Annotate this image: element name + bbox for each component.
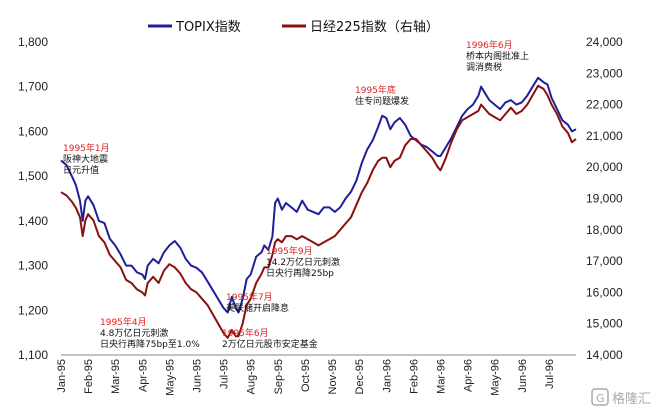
x-tick-label: May-96: [490, 359, 502, 396]
annotation-date: 1995年7月: [226, 291, 273, 303]
y-right-tick-label: 15,000: [586, 317, 623, 331]
annotation-date: 1995年4月: [100, 316, 147, 328]
x-tick-label: Jan-95: [56, 359, 68, 393]
y-right-tick-label: 24,000: [586, 35, 623, 49]
annotation-text: 4.8万亿日元刺激: [100, 327, 168, 339]
watermark-text: 格隆汇: [612, 391, 651, 407]
y-right-tick-label: 14,000: [586, 348, 623, 362]
x-tick-label: Feb-96: [408, 359, 420, 394]
annotation-text: 14.2万亿日元刺激: [266, 256, 340, 268]
y-left-tick-label: 1,200: [18, 303, 48, 317]
annotation-date: 1995年底: [355, 84, 396, 96]
x-tick-label: Sep-95: [273, 359, 285, 394]
annotation-text: 调消费税: [466, 61, 502, 73]
watermark: G 格隆汇: [591, 388, 651, 407]
annotation-text: 日央行再降25bp: [266, 267, 334, 279]
annotation-date: 1995年1月: [63, 142, 110, 154]
x-tick-label: Nov-95: [327, 359, 339, 394]
y-right-tick-label: 21,000: [586, 129, 623, 143]
x-tick-label: Jul-96: [544, 359, 556, 389]
x-tick-label: Jun-95: [192, 359, 204, 393]
y-left-tick-label: 1,700: [18, 80, 48, 94]
x-tick-label: Jul-95: [219, 359, 231, 389]
y-right-tick-label: 22,000: [586, 98, 623, 112]
y-left-tick-label: 1,300: [18, 259, 48, 273]
series-layer: [60, 76, 577, 339]
series-line-nikkei: [60, 84, 577, 339]
y-left-tick-label: 1,400: [18, 214, 48, 228]
annotation-text: 日央行再降75bp至1.0%: [100, 338, 200, 350]
gelonghui-logo-icon: [591, 388, 609, 406]
x-tick-label: Mar-96: [435, 359, 447, 394]
annotation-date: 1995年9月: [266, 245, 313, 257]
series-line-topix: [60, 76, 577, 314]
annotation-text: 2万亿日元股市安定基金: [222, 338, 318, 350]
gelonghui-logo-glyph: G: [596, 392, 605, 405]
annotation-date: 1996年6月: [466, 39, 513, 51]
y-right-tick-label: 16,000: [586, 285, 623, 299]
x-tick-label: Dec-95: [354, 359, 366, 394]
x-tick-label: Jun-96: [517, 359, 529, 393]
y-left-tick-label: 1,100: [18, 348, 48, 362]
x-tick-label: Aug-95: [246, 359, 258, 394]
legend: TOPIX指数 日经225指数（右轴）: [148, 20, 439, 35]
x-tick-label: Apr-95: [137, 359, 149, 392]
y-left-tick-label: 1,600: [18, 124, 48, 138]
legend-label-nikkei: 日经225指数（右轴）: [310, 20, 439, 35]
annotation-date: 1995年6月: [222, 327, 269, 339]
annotation-text: 桥本内阁批准上: [466, 50, 529, 62]
y-left-tick-label: 1,800: [18, 35, 48, 49]
x-tick-label: May-95: [164, 359, 176, 396]
y-right-tick-label: 23,000: [586, 66, 623, 80]
annotation-text: 住专问题爆发: [355, 95, 409, 107]
annotation-text: 日元升值: [63, 164, 99, 176]
x-tick-label: Jan-96: [381, 359, 393, 393]
y-left-tick-label: 1,500: [18, 169, 48, 183]
right-axis: 14,000 15,000 16,000 17,000 18,000 19,000 20,0…: [586, 35, 623, 362]
y-right-tick-label: 20,000: [586, 160, 623, 174]
y-right-tick-label: 18,000: [586, 223, 623, 237]
x-tick-label: Oct-95: [300, 359, 312, 392]
annotation-text: 美联储开启降息: [226, 302, 289, 314]
left-axis: 1,100 1,200 1,300 1,400 1,500 1,600 1,700 1,800: [18, 35, 48, 362]
x-tick-label: Mar-95: [110, 359, 122, 394]
x-axis: Jan-95 Feb-95 Mar-95 Apr-95 May-95 Jun-95 Jul-…: [56, 354, 576, 396]
x-tick-label: Feb-95: [83, 359, 95, 394]
y-right-tick-label: 19,000: [586, 192, 623, 206]
legend-label-topix: TOPIX指数: [175, 20, 241, 35]
annotation-text: 阪神大地震: [63, 153, 108, 165]
x-tick-label: Apr-96: [463, 359, 475, 392]
y-right-tick-label: 17,000: [586, 254, 623, 268]
